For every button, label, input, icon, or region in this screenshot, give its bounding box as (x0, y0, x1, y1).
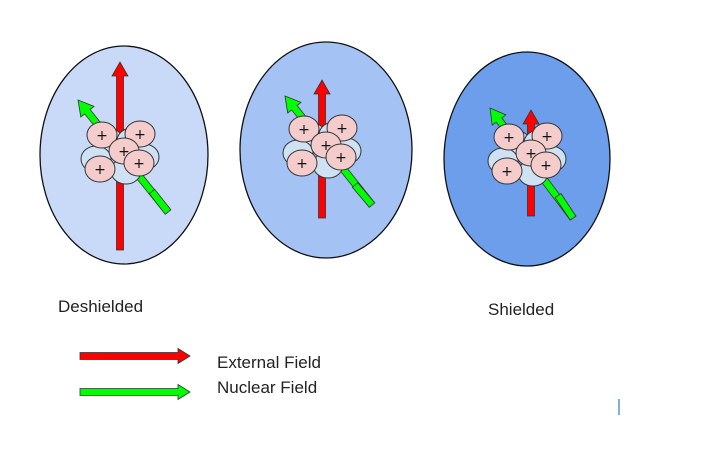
proton (493, 123, 525, 151)
proton (84, 155, 116, 183)
atoms-layer: + +++ ++ +++ ++ +++ + (39, 41, 611, 267)
proton (325, 143, 357, 171)
proton-plus-sign: + (541, 129, 553, 145)
legend-external-field-arrow (79, 347, 191, 365)
proton-plus-sign: + (134, 127, 146, 143)
nuclear-field-arrow-tail-deshielded (148, 188, 172, 215)
proton-plus-sign: + (133, 156, 145, 172)
proton (288, 115, 320, 143)
nuclear-field-arrow-tail-intermediate (351, 182, 376, 208)
legend-external-field-label: External Field (217, 353, 321, 372)
shielded-label: Shielded (488, 300, 555, 319)
proton-plus-sign: + (118, 144, 130, 160)
proton (286, 149, 318, 177)
proton-plus-sign: + (336, 121, 348, 137)
proton-plus-sign: + (503, 130, 515, 146)
proton (530, 151, 562, 179)
nuclear-field-arrow-tail-shielded (554, 193, 577, 221)
nucleus-deshielded: + +++ + (80, 120, 160, 185)
atom-shielded: + +++ + (443, 51, 611, 267)
proton-plus-sign: + (501, 164, 513, 180)
proton-plus-sign: + (296, 156, 308, 172)
proton-plus-sign: + (96, 128, 108, 144)
deshielded-label: Deshielded (58, 297, 144, 316)
proton-plus-sign: + (320, 138, 332, 154)
legend-nuclear-field-arrow (79, 383, 191, 401)
proton-plus-sign: + (525, 146, 537, 162)
proton-plus-sign: + (540, 158, 552, 174)
text-cursor (618, 399, 620, 415)
proton-plus-sign: + (335, 150, 347, 166)
proton-plus-sign: + (298, 122, 310, 138)
nucleus-intermediate: + +++ + (282, 114, 362, 179)
proton (491, 157, 523, 185)
legend-layer (79, 347, 191, 401)
atom-intermediate: + +++ + (239, 41, 413, 259)
nucleus-shielded: + +++ + (487, 122, 567, 187)
proton-plus-sign: + (94, 162, 106, 178)
legend-nuclear-field-label: Nuclear Field (217, 378, 318, 397)
atom-deshielded: + +++ + (39, 45, 209, 265)
proton (123, 149, 155, 177)
proton (86, 121, 118, 149)
